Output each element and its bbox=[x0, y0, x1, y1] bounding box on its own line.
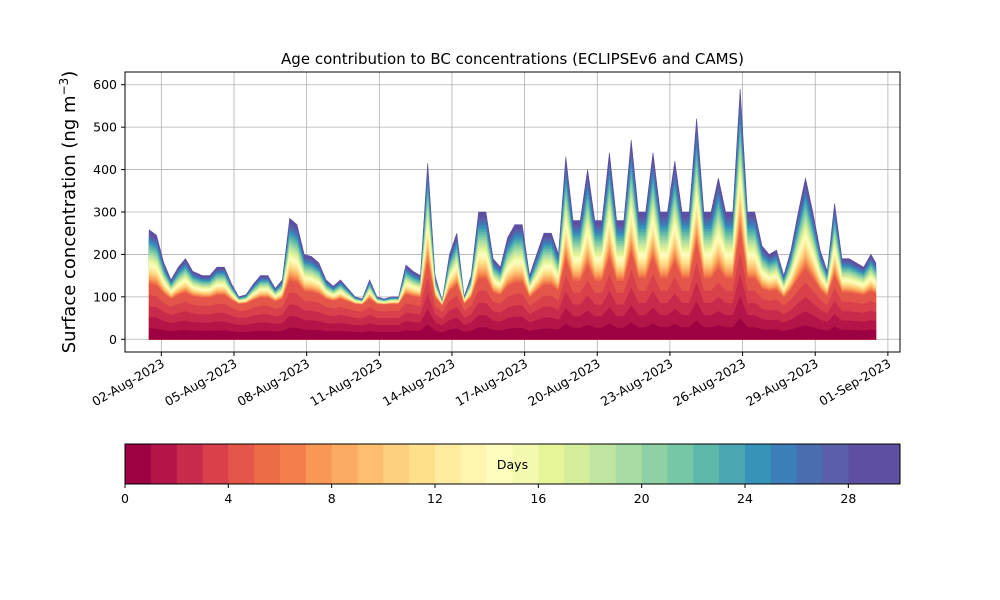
colorbar-cell bbox=[641, 444, 668, 484]
y-axis: 0 100 200 300 400 500 600 bbox=[93, 77, 125, 347]
colorbar-tick-label: 4 bbox=[224, 491, 232, 506]
colorbar-cell bbox=[590, 444, 617, 484]
y-axis-label-sup: −3 bbox=[57, 78, 71, 96]
colorbar-cell bbox=[435, 444, 462, 484]
colorbar-cell bbox=[280, 444, 307, 484]
x-tick-label: 05-Aug-2023 bbox=[162, 356, 240, 409]
colorbar-ticks: 0 4 8 12 16 20 24 28 bbox=[121, 484, 856, 506]
x-tick-label: 20-Aug-2023 bbox=[525, 356, 603, 409]
y-tick-label: 300 bbox=[93, 205, 117, 220]
chart-title: Age contribution to BC concentrations (E… bbox=[281, 50, 744, 68]
colorbar-cell bbox=[357, 444, 384, 484]
colorbar-cell bbox=[383, 444, 410, 484]
colorbar-cell bbox=[460, 444, 488, 484]
colorbar-cell bbox=[254, 444, 281, 484]
colorbar-cell bbox=[125, 444, 152, 484]
colorbar-cell bbox=[796, 444, 823, 484]
x-tick-label: 14-Aug-2023 bbox=[380, 356, 458, 409]
x-tick-label: 23-Aug-2023 bbox=[598, 356, 676, 409]
x-tick-label: 29-Aug-2023 bbox=[743, 356, 821, 409]
colorbar-cell bbox=[331, 444, 358, 484]
y-axis-label: Surface concentration (ng m−3) bbox=[57, 71, 80, 354]
x-tick-label: 17-Aug-2023 bbox=[453, 356, 531, 409]
colorbar-cell bbox=[693, 444, 720, 484]
colorbar-cell bbox=[770, 444, 798, 484]
y-tick-label: 0 bbox=[109, 332, 117, 347]
colorbar-frame bbox=[124, 443, 901, 485]
y-tick-label: 500 bbox=[93, 120, 117, 135]
colorbar-tick-label: 28 bbox=[840, 491, 856, 506]
colorbar-cell bbox=[228, 444, 255, 484]
colorbar-tick-label: 16 bbox=[530, 491, 546, 506]
colorbar-cell bbox=[202, 444, 229, 484]
colorbar-cell bbox=[667, 444, 694, 484]
x-tick-label: 11-Aug-2023 bbox=[307, 356, 385, 409]
colorbar-tick-label: 24 bbox=[737, 491, 753, 506]
y-tick-label: 600 bbox=[93, 77, 117, 92]
colorbar-cell bbox=[150, 444, 178, 484]
colorbar-cell bbox=[305, 444, 333, 484]
colorbar-cell bbox=[512, 444, 539, 484]
colorbar-cell bbox=[719, 444, 746, 484]
colorbar-cell bbox=[564, 444, 591, 484]
colorbar-cell bbox=[745, 444, 772, 484]
y-axis-label-end: ) bbox=[59, 71, 80, 78]
colorbar-cells bbox=[125, 444, 901, 484]
colorbar-tick-label: 12 bbox=[427, 491, 443, 506]
x-tick-label: 01-Sep-2023 bbox=[816, 356, 893, 409]
age-area-0 bbox=[148, 318, 877, 340]
colorbar-cell bbox=[486, 444, 513, 484]
colorbar-label: Days bbox=[497, 457, 528, 472]
stacked-age-areas bbox=[148, 88, 877, 340]
colorbar-cell bbox=[538, 444, 565, 484]
colorbar-cell bbox=[848, 444, 875, 484]
colorbar-cell bbox=[822, 444, 849, 484]
colorbar-cell bbox=[176, 444, 203, 484]
y-tick-label: 100 bbox=[93, 289, 117, 304]
colorbar-cell bbox=[874, 444, 901, 484]
y-axis-label-main: Surface concentration (ng m bbox=[59, 95, 80, 353]
colorbar-tick-label: 0 bbox=[121, 491, 129, 506]
colorbar: Days 0 4 8 12 16 20 24 28 bbox=[121, 443, 901, 506]
y-tick-label: 200 bbox=[93, 247, 117, 262]
colorbar-tick-label: 8 bbox=[328, 491, 336, 506]
x-axis: 02-Aug-202305-Aug-202308-Aug-202311-Aug-… bbox=[89, 352, 893, 409]
x-tick-label: 02-Aug-2023 bbox=[89, 356, 167, 409]
y-tick-label: 400 bbox=[93, 162, 117, 177]
colorbar-cell bbox=[409, 444, 436, 484]
colorbar-tick-label: 20 bbox=[634, 491, 650, 506]
colorbar-cell bbox=[615, 444, 643, 484]
x-tick-label: 08-Aug-2023 bbox=[235, 356, 313, 409]
x-tick-label: 26-Aug-2023 bbox=[671, 356, 749, 409]
